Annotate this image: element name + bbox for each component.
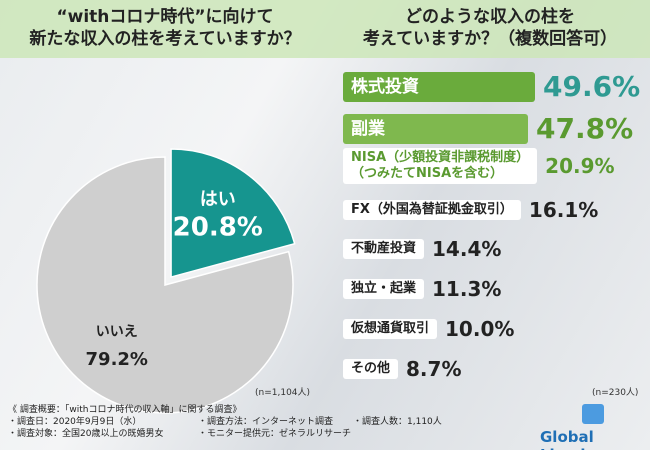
bar-row: 不動産投資 14.4% [343,237,501,261]
logo-icon [582,404,604,424]
value-label: 47.8% [536,112,634,145]
bar-label: 仮想通貨取引 [351,321,430,336]
bar-row: 仮想通貨取引 10.0% [343,317,514,341]
summary-line: ・調査日：2020年9月9日（水） [8,417,142,427]
bar-row: FX（外国為替証拠金取引） 16.1% [343,198,598,222]
summary-line: ・モニター提供元：ゼネラルリサーチ [198,429,352,439]
bar-label: NISA（少額投資非課税制度） （つみたてNISAを含む） [351,150,530,181]
slice-value: 20.8% [173,213,263,243]
bar-label: FX（外国為替証拠金取引） [351,202,513,217]
bar: FX（外国為替証拠金取引） [343,200,521,220]
sample-note: (n=1,104人) [255,388,311,398]
bar: 仮想通貨取引 [343,319,438,339]
logo: Global Lloyds [540,428,594,450]
slice-label: はい [200,189,236,210]
value-label: 14.4% [432,237,502,261]
bar-label: 不動産投資 [351,241,417,256]
bar-row: 独立・起業 11.3% [343,277,501,301]
bar-row: 株式投資 49.6% [343,70,640,103]
bar-row: 副業 47.8% [343,112,633,145]
bar-row: その他 8.7% [343,357,461,381]
bar-title: どのような収入の柱を 考えていますか？（複数回答可） [362,7,618,49]
pie-slice [170,148,296,279]
value-label: 11.3% [432,277,502,301]
summary-line: ・調査人数：1,110人 [353,417,442,427]
bar: NISA（少額投資非課税制度） （つみたてNISAを含む） [343,148,538,184]
pie-slice [36,156,294,414]
value-label: 16.1% [528,198,599,222]
value-label: 10.0% [445,317,515,341]
slice-value: 79.2% [86,349,148,370]
bar: 独立・起業 [343,279,425,299]
bar-row: NISA（少額投資非課税制度） （つみたてNISAを含む） 20.9% [343,148,615,184]
value-label: 20.9% [545,154,615,178]
bar-label: 独立・起業 [351,281,417,296]
value-label: 8.7% [406,357,462,381]
pie-chart: はい 20.8% いいえ 79.2% [36,148,296,414]
summary-line: ・調査方法：インターネット調査 [198,417,334,427]
pie-title: “withコロナ時代”に向けて 新たな収入の柱を考えていますか？ [29,7,301,49]
bar-label: 株式投資 [351,76,419,97]
bar: 株式投資 [343,71,535,102]
slice-label: いいえ [96,324,138,340]
bar: その他 [343,359,399,379]
title-banner [0,0,650,58]
summary-line: ・調査対象：全国20歳以上の既婚男女 [8,429,164,439]
bar-label: 副業 [351,118,385,139]
summary-line: 《 調査概要：「withコロナ時代の収入軸」に関する調査》 [8,405,242,415]
bar: 副業 [343,113,529,144]
sample-note: (n=230人) [592,388,639,398]
bar-label: その他 [351,361,391,376]
value-label: 49.6% [543,70,641,103]
bar: 不動産投資 [343,239,425,259]
